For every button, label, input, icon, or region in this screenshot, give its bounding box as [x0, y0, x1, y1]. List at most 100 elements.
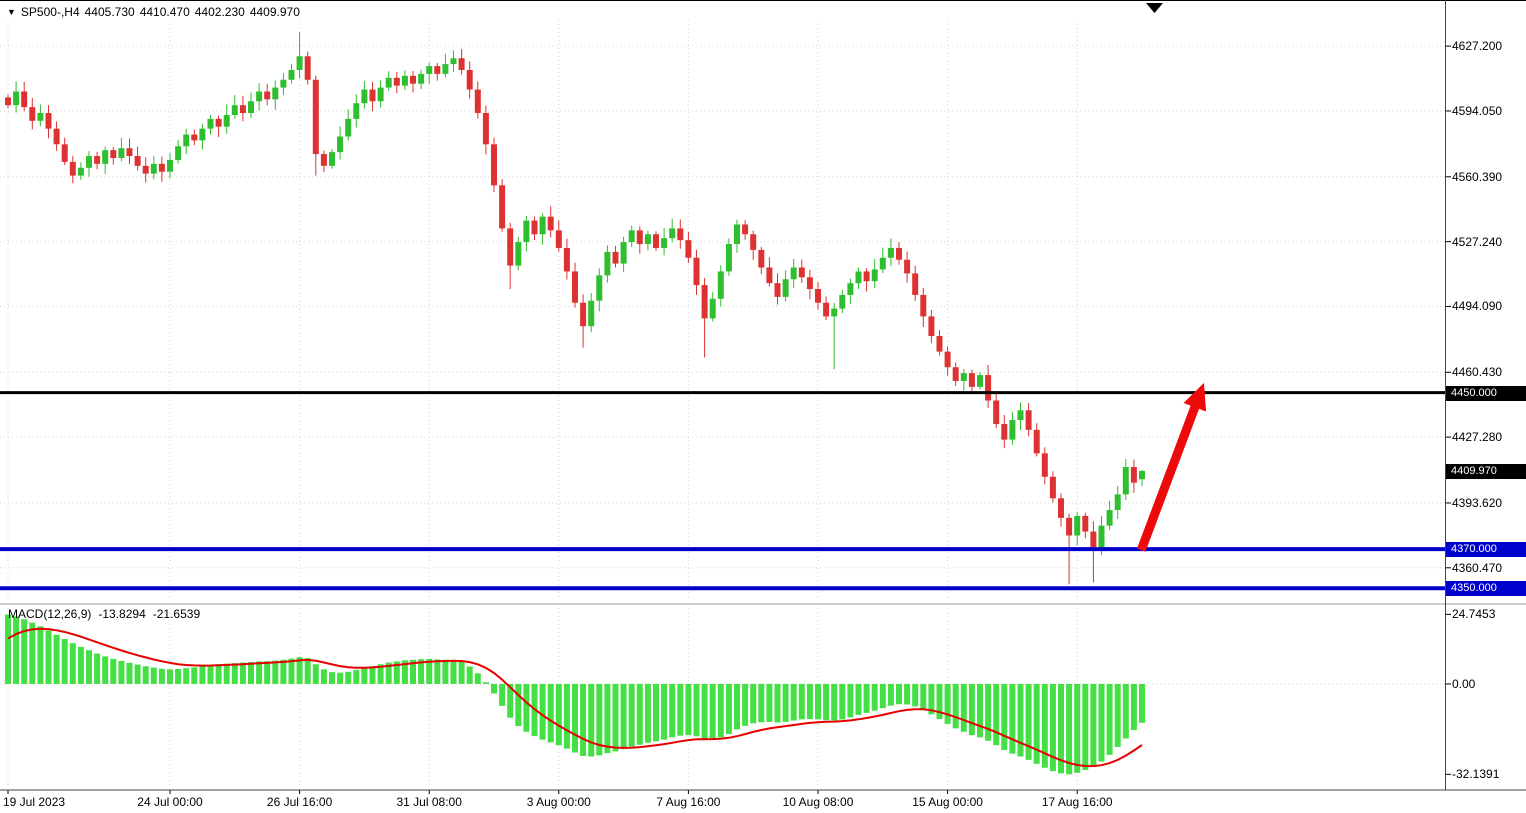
macd-histogram-bar [191, 667, 198, 684]
macd-histogram-bar [734, 683, 740, 730]
candle-bearish [61, 144, 68, 162]
macd-histogram-bar [847, 683, 854, 718]
candle-bearish [369, 89, 376, 102]
candle-bearish [1066, 517, 1073, 536]
macd-histogram-bar [1017, 683, 1024, 757]
macd-histogram-bar [110, 658, 117, 684]
price-flag-4409.970: 4409.970 [1446, 463, 1526, 479]
macd-histogram-bar [636, 683, 643, 745]
candle-bearish [312, 79, 319, 155]
macd-histogram-bar [904, 683, 911, 705]
candle-bullish [248, 101, 254, 114]
trend-arrow-shaft[interactable] [1136, 400, 1202, 552]
macd-histogram-bar [53, 634, 60, 684]
candle-bearish [928, 316, 935, 336]
price-tick-label: 4594.050 [1452, 103, 1503, 118]
macd-histogram-bar [653, 683, 659, 742]
candle-bullish [288, 69, 295, 80]
macd-histogram-bar [158, 668, 165, 684]
candle-bullish [183, 134, 190, 147]
candle-bullish [377, 87, 384, 102]
candle-bullish [588, 300, 595, 327]
time-axis-label: 26 Jul 16:00 [266, 795, 333, 809]
candle-bullish [401, 75, 408, 86]
candle-bullish [199, 128, 206, 141]
macd-histogram-bar [839, 683, 846, 720]
macd-histogram-bar [45, 630, 52, 684]
macd-histogram-bar [725, 683, 732, 734]
price-flag-4350.000: 4350.000 [1446, 581, 1526, 597]
macd-histogram-bar [134, 664, 141, 684]
macd-histogram-bar [515, 683, 522, 727]
macd-histogram-bar [126, 662, 133, 684]
chart-shift-marker-icon[interactable] [1146, 3, 1163, 13]
candle-bearish [53, 128, 60, 145]
candle-bearish [555, 230, 562, 248]
trend-arrow-head[interactable] [1183, 382, 1207, 412]
candle-bearish [701, 285, 708, 319]
price-flag-4450.000: 4450.000 [1446, 385, 1526, 401]
time-axis-label: 24 Jul 00:00 [137, 795, 203, 809]
candle-bearish [1041, 453, 1048, 477]
macd-histogram-bar [644, 683, 651, 743]
candle-bearish [904, 259, 911, 274]
title-low-value: 4402.230 [194, 5, 245, 19]
time-axis-label: 17 Aug 16:00 [1041, 795, 1113, 809]
candle-bullish [661, 238, 668, 248]
candle-bearish [806, 277, 813, 290]
candle-bullish [977, 375, 983, 387]
macd-histogram-bar [806, 683, 813, 720]
candle-bearish [944, 351, 951, 368]
macd-histogram-bar [912, 683, 919, 707]
candle-bearish [466, 69, 473, 90]
macd-histogram-bar [523, 683, 530, 732]
macd-histogram-bar [960, 683, 967, 732]
macd-histogram-bar [661, 683, 668, 740]
price-flag-4370.000: 4370.000 [1446, 542, 1526, 558]
macd-histogram-bar [1114, 683, 1121, 747]
candle-bearish [458, 58, 465, 70]
macd-histogram-bar [434, 659, 441, 684]
candle-bullish [337, 136, 344, 153]
price-tick-label: 4527.240 [1452, 234, 1503, 249]
candle-bullish [604, 251, 611, 276]
macd-histogram-bar [547, 683, 554, 743]
macd-histogram-bar [280, 659, 287, 684]
candle-bearish [985, 375, 992, 401]
candle-bearish [993, 400, 1000, 424]
macd-histogram-bar [993, 683, 1000, 746]
candle-bullish [77, 167, 84, 176]
candle-bullish [175, 146, 182, 160]
macd-histogram-bar [37, 626, 44, 684]
time-axis-label: 15 Aug 00:00 [912, 795, 983, 809]
candle-bullish [1139, 470, 1145, 480]
macd-histogram-bar [717, 683, 724, 738]
price-tick-label: 4494.090 [1452, 299, 1503, 314]
candle-bullish [361, 89, 368, 104]
macd-histogram-bar [863, 683, 870, 713]
macd-histogram-bar [1058, 683, 1064, 774]
macd-histogram-bar [1098, 683, 1105, 762]
time-axis[interactable] [0, 791, 1526, 813]
candle-bullish [1106, 510, 1113, 526]
macd-histogram-bar [118, 660, 125, 684]
macd-histogram-bar [296, 657, 303, 684]
candle-bullish [13, 91, 20, 106]
macd-histogram-bar [612, 683, 619, 752]
candle-bearish [912, 273, 919, 295]
symbol-marker-icon: ▼ [7, 7, 16, 17]
macd-histogram-bar [1066, 683, 1073, 775]
candle-bearish [126, 148, 133, 157]
macd-indicator-label: MACD(12,26,9) -13.8294 -21.6539 [8, 607, 207, 621]
candle-bearish [580, 302, 587, 327]
candle-bullish [847, 283, 854, 295]
macd-histogram-bar [239, 662, 246, 684]
candle-bearish [920, 294, 927, 317]
macd-histogram-bar [272, 660, 279, 684]
chart-title: ▼ SP500-,H4 4405.730 4410.470 4402.230 4409.9… [7, 5, 305, 19]
macd-histogram-bar [1074, 683, 1081, 773]
macd-histogram-bar [499, 683, 506, 706]
macd-histogram-bar [482, 682, 489, 684]
